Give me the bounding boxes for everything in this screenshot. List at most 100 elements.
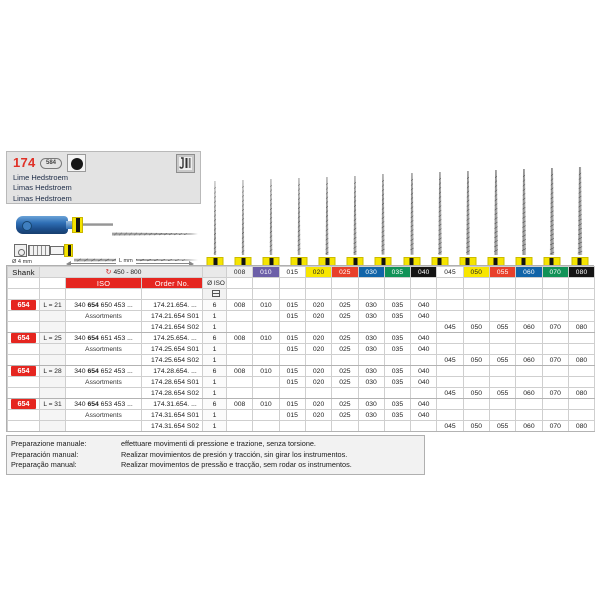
length-value: L = 21 xyxy=(39,299,66,311)
iso-diameter-label: Ø ISO xyxy=(207,279,225,287)
pkg-size-spacer xyxy=(304,288,333,300)
length-spacer xyxy=(39,420,66,432)
size-value-080: 080 xyxy=(567,321,596,333)
quantity-value: 1 xyxy=(202,420,228,432)
size-empty-010 xyxy=(252,343,280,355)
shank-badge-654: 654 xyxy=(7,365,40,377)
pkg-size-spacer xyxy=(541,288,569,300)
table-row[interactable]: Assortments 174.28.654 S01 1 015 020 025 030 03… xyxy=(7,376,596,388)
table-row[interactable]: 174.21.654 S02 1 045 050 055 060 070 080 xyxy=(7,321,596,333)
subheader-size-spacer xyxy=(226,277,254,289)
quantity-value: 1 xyxy=(202,321,228,333)
quantity-value: 1 xyxy=(202,343,228,355)
pkg-spacer-4 xyxy=(140,288,204,300)
filled-circle-icon xyxy=(67,154,86,172)
size-value-030: 030 xyxy=(357,409,385,421)
quantity-value: 6 xyxy=(202,365,228,377)
product-title-card: 174 584 Lime Hedstroem Limas xyxy=(6,151,201,204)
size-value-025: 025 xyxy=(331,332,359,344)
size-empty-020 xyxy=(304,321,333,333)
size-empty-055 xyxy=(488,332,517,344)
table-row[interactable]: 174.25.654 S02 1 045 050 055 060 070 080 xyxy=(7,354,596,366)
file-blade xyxy=(549,167,555,255)
size-value-035: 035 xyxy=(383,376,412,388)
size-value-030: 030 xyxy=(357,398,385,410)
order-number: 174.31.654 S02 xyxy=(140,420,204,432)
length-value: L = 25 xyxy=(39,332,66,344)
size-empty-055 xyxy=(488,398,517,410)
size-empty-080 xyxy=(567,332,596,344)
product-name-it: Lime Hedstroem xyxy=(13,173,69,182)
size-value-008: 008 xyxy=(226,299,254,311)
size-empty-045 xyxy=(436,343,464,355)
size-value-030: 030 xyxy=(357,332,385,344)
size-empty-008 xyxy=(226,343,254,355)
size-empty-060 xyxy=(515,343,543,355)
file-stop-notch xyxy=(409,258,414,266)
order-column-header: Order No. xyxy=(140,277,204,289)
order-number: 174.28.654 S01 xyxy=(140,376,204,388)
size-empty-040 xyxy=(410,354,438,366)
file-stop-notch xyxy=(241,258,246,266)
file-illustration xyxy=(538,161,565,269)
package-icon xyxy=(212,290,221,298)
size-value-030: 030 xyxy=(357,299,385,311)
product-name-es: Limas Hedstroem xyxy=(13,183,72,193)
file-illustration xyxy=(342,161,369,269)
size-value-080: 080 xyxy=(567,354,596,366)
size-value-030: 030 xyxy=(357,343,385,355)
size-empty-050 xyxy=(462,409,491,421)
size-value-010: 010 xyxy=(252,365,280,377)
size-empty-070 xyxy=(541,409,569,421)
pkg-size-spacer xyxy=(515,288,543,300)
size-value-070: 070 xyxy=(541,321,569,333)
file-illustration xyxy=(286,161,313,269)
note-label: Preparazione manuale: xyxy=(11,439,87,448)
size-value-035: 035 xyxy=(383,398,412,410)
package-icon-cell xyxy=(202,288,228,300)
size-header-020: 020 xyxy=(304,266,333,278)
table-row[interactable]: 654 L = 28 340 654 652 453 ... 174.28.654. … xyxy=(7,365,596,377)
product-header-zone: 174 584 Lime Hedstroem Limas xyxy=(6,151,594,269)
size-empty-060 xyxy=(515,365,543,377)
size-empty-080 xyxy=(567,310,596,322)
file-illustration-strip xyxy=(201,161,594,269)
size-empty-080 xyxy=(567,343,596,355)
pkg-spacer-3 xyxy=(65,288,142,300)
table-row[interactable]: 174.31.654 S02 1 045 050 055 060 070 080 xyxy=(7,420,596,432)
quantity-value: 6 xyxy=(202,299,228,311)
size-value-025: 025 xyxy=(331,299,359,311)
table-row[interactable]: Assortments 174.21.654 S01 1 015 020 025 030 03… xyxy=(7,310,596,322)
note-line: Preparazione manuale: effettuare moviment… xyxy=(7,439,424,450)
size-empty-080 xyxy=(567,398,596,410)
size-value-015: 015 xyxy=(278,343,306,355)
size-empty-060 xyxy=(515,310,543,322)
size-empty-050 xyxy=(462,343,491,355)
table-row[interactable]: 654 L = 21 340 654 650 453 ... 174.21.654. … xyxy=(7,299,596,311)
size-empty-080 xyxy=(567,376,596,388)
size-empty-050 xyxy=(462,365,491,377)
table-row[interactable]: Assortments 174.25.654 S01 1 015 020 025 030 03… xyxy=(7,343,596,355)
table-row[interactable]: 174.28.654 S02 1 045 050 055 060 070 080 xyxy=(7,387,596,399)
table-row[interactable]: Assortments 174.31.654 S01 1 015 020 025 030 03… xyxy=(7,409,596,421)
shank-head xyxy=(14,244,27,257)
table-row[interactable]: 654 L = 31 340 654 653 453 ... 174.31.654. … xyxy=(7,398,596,410)
shank-header: Shank xyxy=(7,266,40,278)
assortments-label: Assortments xyxy=(65,376,142,388)
shank-spacer xyxy=(7,376,40,388)
size-value-030: 030 xyxy=(357,365,385,377)
file-blade xyxy=(465,171,470,255)
order-number: 174.25.654. ... xyxy=(140,332,204,344)
file-blade xyxy=(353,175,358,255)
size-header-030: 030 xyxy=(357,266,385,278)
size-value-008: 008 xyxy=(226,398,254,410)
iso-reference: 340 654 653 453 ... xyxy=(65,398,142,410)
table-row[interactable]: 654 L = 25 340 654 651 453 ... 174.25.654. … xyxy=(7,332,596,344)
length-spacer xyxy=(39,387,66,399)
subheader-size-spacer xyxy=(304,277,333,289)
order-number: 174.31.654. ... xyxy=(140,398,204,410)
size-value-055: 055 xyxy=(488,321,517,333)
size-value-070: 070 xyxy=(541,420,569,432)
size-header-070: 070 xyxy=(541,266,569,278)
file-blade xyxy=(437,172,442,255)
